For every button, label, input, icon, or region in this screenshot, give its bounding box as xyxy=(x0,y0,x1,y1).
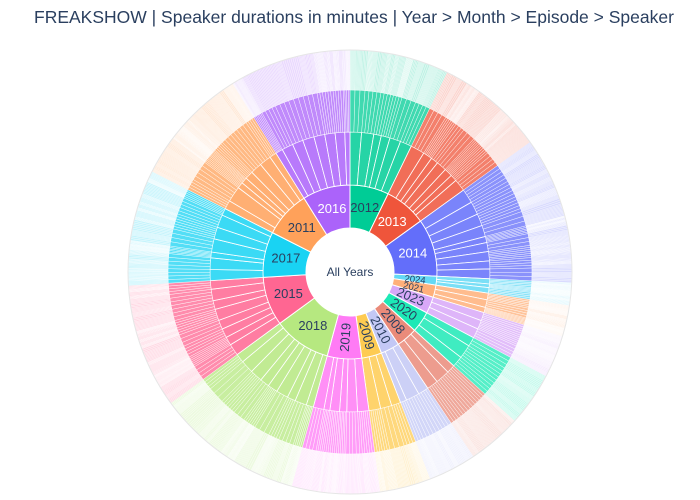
year-2014-label: 2014 xyxy=(398,245,427,260)
year-2014-episode-segment[interactable] xyxy=(489,267,533,273)
year-2009-label: 2009 xyxy=(356,319,378,351)
year-2012-label: 2012 xyxy=(350,200,379,215)
year-2013-label: 2013 xyxy=(378,214,407,229)
year-2021-label: 2021 xyxy=(402,280,425,295)
sunburst-rings xyxy=(127,49,573,495)
year-2014-speaker-segment[interactable] xyxy=(531,270,573,273)
year-2019-label: 2019 xyxy=(337,322,354,352)
year-2018-label: 2018 xyxy=(298,318,327,333)
outer-boundary xyxy=(127,49,573,495)
year-2015-label: 2015 xyxy=(274,286,303,301)
chart-title: FREAKSHOW | Speaker durations in minutes… xyxy=(34,7,674,27)
year-2016-label: 2016 xyxy=(318,201,347,216)
center-hole[interactable] xyxy=(306,228,394,316)
center-label: All Years xyxy=(327,265,374,279)
year-2016-episode-segment[interactable] xyxy=(348,89,351,133)
year-2017-label: 2017 xyxy=(271,251,300,266)
year-2024-label: 2024 xyxy=(404,274,426,287)
year-2011-label: 2011 xyxy=(288,220,316,235)
year-2019-episode-segment[interactable] xyxy=(349,411,353,455)
